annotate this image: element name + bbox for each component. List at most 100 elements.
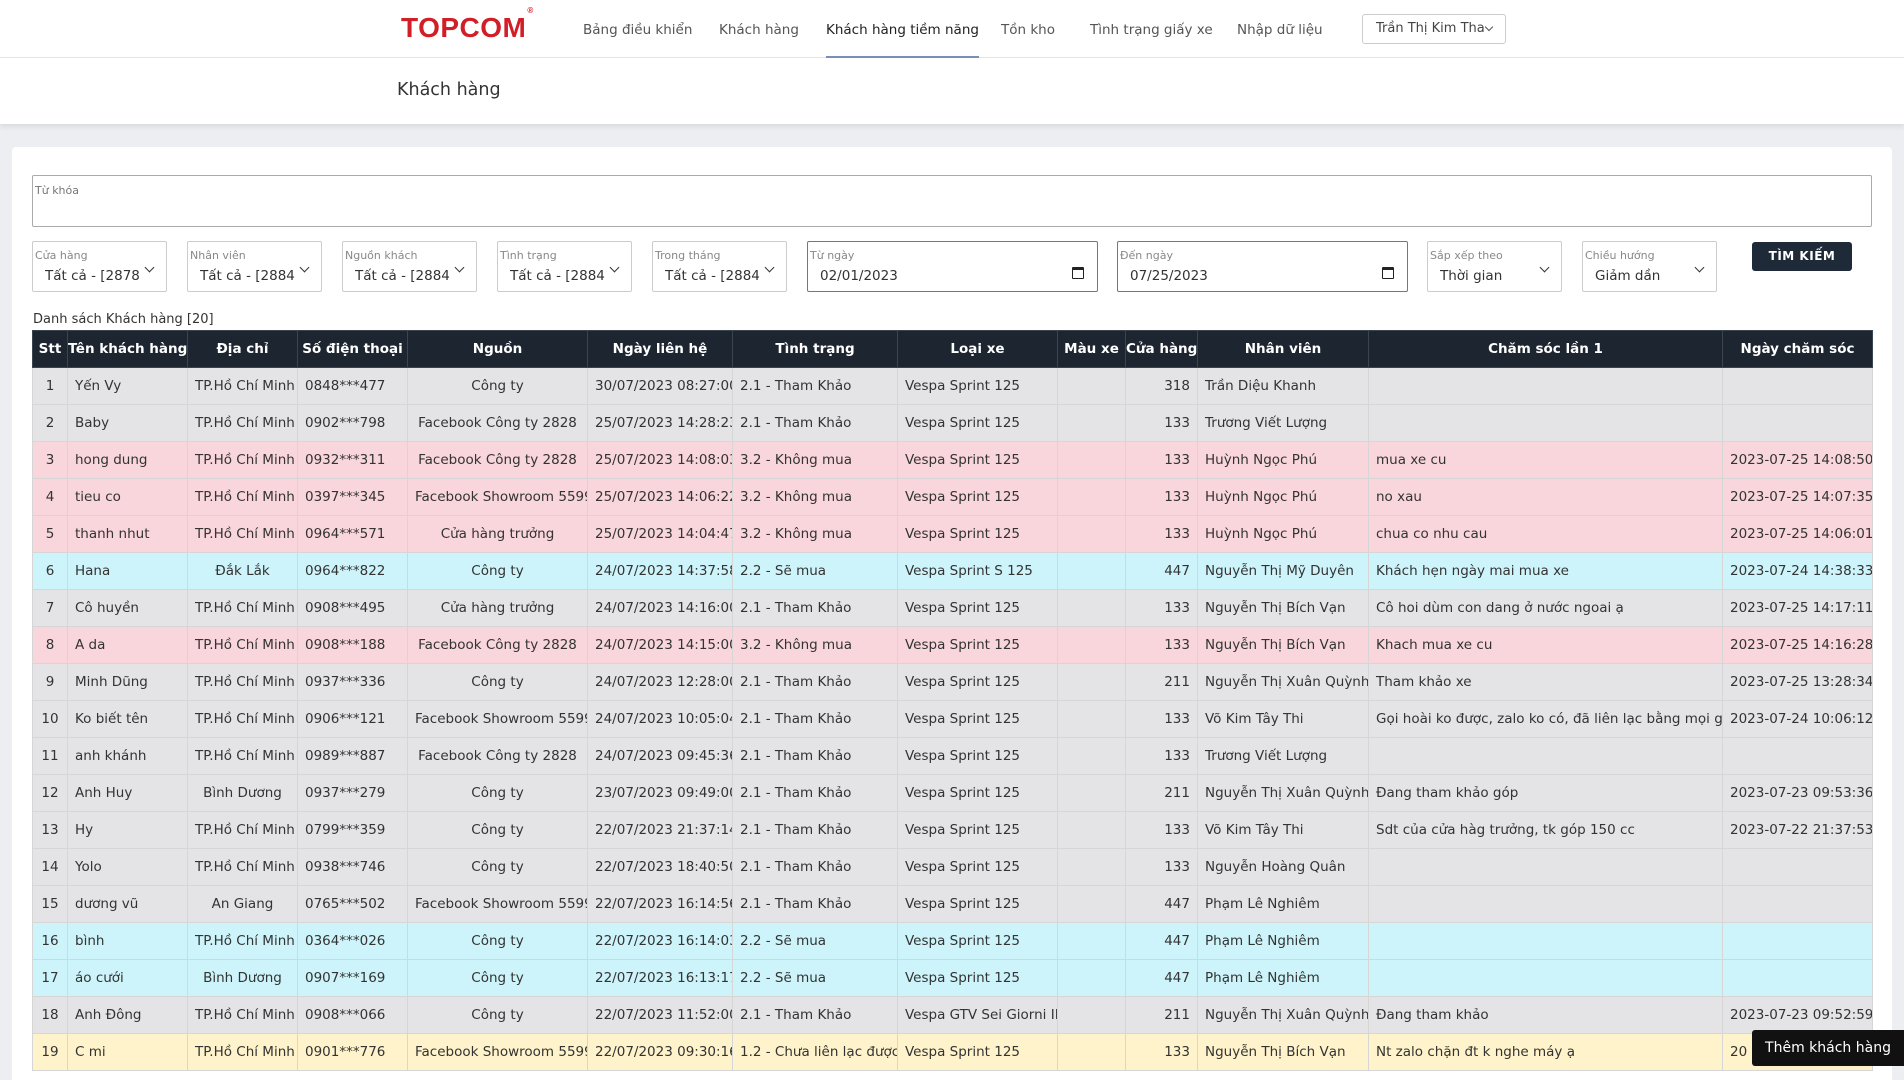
user-name: Trần Thị Kim Tha xyxy=(1376,21,1485,36)
cell-source: Facebook Showroom 5599 xyxy=(407,478,588,516)
list-title: Danh sách Khách hàng [20] xyxy=(33,312,214,327)
table-row[interactable]: 14 Yolo TP.Hồ Chí Minh 0938***746 Công ty 22/… xyxy=(32,848,1873,886)
cell-name: C mi xyxy=(67,1033,188,1071)
cell-care-date: 2023-07-24 14:38:33 xyxy=(1722,552,1873,590)
cell-address: TP.Hồ Chí Minh xyxy=(187,589,298,627)
table-row[interactable]: 9 Minh Dũng TP.Hồ Chí Minh 0937***336 Công t… xyxy=(32,663,1873,701)
customer-table-wrapper: Stt Tên khách hàng Địa chỉ Số điện thoại Ngu… xyxy=(32,330,1873,1071)
table-row[interactable]: 7 Cô huyền TP.Hồ Chí Minh 0908***495 Cửa hàn… xyxy=(32,589,1873,627)
column-header[interactable]: Tình trạng xyxy=(732,330,898,368)
table-row[interactable]: 4 tieu co TP.Hồ Chí Minh 0397***345 Facebook… xyxy=(32,478,1873,516)
column-header[interactable]: Chăm sóc lần 1 xyxy=(1368,330,1723,368)
search-button[interactable]: TÌM KIẾM xyxy=(1752,242,1852,271)
cell-care1 xyxy=(1368,885,1723,923)
column-header[interactable]: Tên khách hàng xyxy=(67,330,188,368)
cell-contact-date: 25/07/2023 14:28:23 xyxy=(587,404,733,442)
nav-import-data[interactable]: Nhập dữ liệu xyxy=(1237,22,1323,38)
column-header[interactable]: Ngày liên hệ xyxy=(587,330,733,368)
cell-care-date: 2023-07-25 14:17:11 xyxy=(1722,589,1873,627)
nav-potential-customers[interactable]: Khách hàng tiềm năng xyxy=(826,0,979,58)
table-row[interactable]: 11 anh khánh TP.Hồ Chí Minh 0989***887 Faceb… xyxy=(32,737,1873,775)
calendar-icon[interactable] xyxy=(1382,267,1394,279)
source-filter-select[interactable]: Nguồn khách Tất cả - [2884 xyxy=(342,241,477,292)
column-header[interactable]: Nhân viên xyxy=(1197,330,1369,368)
store-filter-select[interactable]: Cửa hàng Tất cả - [2878 xyxy=(32,241,167,292)
column-header[interactable]: Stt xyxy=(32,330,68,368)
nav-inventory[interactable]: Tồn kho xyxy=(1001,22,1055,38)
cell-care1: Đang tham khảo góp xyxy=(1368,774,1723,812)
nav-dashboard[interactable]: Bảng điều khiển xyxy=(583,22,693,38)
cell-name: hong dung xyxy=(67,441,188,479)
column-header[interactable]: Ngày chăm sóc xyxy=(1722,330,1873,368)
cell-address: TP.Hồ Chí Minh xyxy=(187,737,298,775)
cell-phone: 0964***822 xyxy=(297,552,408,590)
column-header[interactable]: Loại xe xyxy=(897,330,1058,368)
sort-by-select[interactable]: Sắp xếp theo Thời gian xyxy=(1427,241,1562,292)
cell-name: A da xyxy=(67,626,188,664)
table-row[interactable]: 16 bình TP.Hồ Chí Minh 0364***026 Công ty 22/… xyxy=(32,922,1873,960)
column-header[interactable]: Địa chỉ xyxy=(187,330,298,368)
cell-staff: Nguyễn Hoàng Quân xyxy=(1197,848,1369,886)
cell-color xyxy=(1057,367,1126,405)
add-customer-button[interactable]: Thêm khách hàng xyxy=(1752,1030,1904,1066)
staff-filter-select[interactable]: Nhân viên Tất cả - [2884 xyxy=(187,241,322,292)
column-header[interactable]: Số điện thoại xyxy=(297,330,408,368)
cell-color xyxy=(1057,478,1126,516)
column-header[interactable]: Cửa hàng xyxy=(1125,330,1198,368)
topcom-logo[interactable]: TOPCOM® xyxy=(401,5,534,43)
cell-source: Công ty xyxy=(407,552,588,590)
cell-care-date xyxy=(1722,922,1873,960)
cell-staff: Nguyễn Thị Mỹ Duyên xyxy=(1197,552,1369,590)
cell-staff: Huỳnh Ngọc Phú xyxy=(1197,478,1369,516)
table-row[interactable]: 13 Hy TP.Hồ Chí Minh 0799***359 Công ty 22/07… xyxy=(32,811,1873,849)
cell-contact-date: 22/07/2023 11:52:00 xyxy=(587,996,733,1034)
cell-stt: 19 xyxy=(32,1033,68,1071)
keyword-search-input[interactable]: Từ khóa xyxy=(32,175,1872,227)
cell-name: Hana xyxy=(67,552,188,590)
cell-phone: 0799***359 xyxy=(297,811,408,849)
cell-color xyxy=(1057,737,1126,775)
table-row[interactable]: 15 dương vũ An Giang 0765***502 Facebook Sho… xyxy=(32,885,1873,923)
cell-vehicle: Vespa Sprint 125 xyxy=(897,774,1058,812)
status-filter-select[interactable]: Tình trạng Tất cả - [2884 xyxy=(497,241,632,292)
cell-source: Facebook Showroom 5599 xyxy=(407,1033,588,1071)
cell-address: Bình Dương xyxy=(187,774,298,812)
from-date-input[interactable]: Từ ngày 02/01/2023 xyxy=(807,241,1098,292)
table-row[interactable]: 18 Anh Đông TP.Hồ Chí Minh 0908***066 Công t… xyxy=(32,996,1873,1034)
cell-color xyxy=(1057,996,1126,1034)
table-row[interactable]: 17 áo cưới Bình Dương 0907***169 Công ty 22/0… xyxy=(32,959,1873,997)
cell-contact-date: 24/07/2023 14:15:00 xyxy=(587,626,733,664)
table-row[interactable]: 19 C mi TP.Hồ Chí Minh 0901***776 Facebook S… xyxy=(32,1033,1873,1071)
cell-store: 133 xyxy=(1125,848,1198,886)
cell-contact-date: 24/07/2023 12:28:00 xyxy=(587,663,733,701)
nav-vehicle-papers[interactable]: Tình trạng giấy xe xyxy=(1090,22,1213,38)
user-menu-dropdown[interactable]: Trần Thị Kim Tha xyxy=(1362,14,1506,44)
cell-color xyxy=(1057,589,1126,627)
cell-staff: Nguyễn Thị Xuân Quỳnh xyxy=(1197,774,1369,812)
cell-source: Facebook Showroom 5599 xyxy=(407,885,588,923)
table-row[interactable]: 12 Anh Huy Bình Dương 0937***279 Công ty 23/0… xyxy=(32,774,1873,812)
month-filter-select[interactable]: Trong tháng Tất cả - [2884 xyxy=(652,241,787,292)
keyword-label: Từ khóa xyxy=(35,184,79,197)
cell-vehicle: Vespa Sprint 125 xyxy=(897,367,1058,405)
cell-store: 133 xyxy=(1125,811,1198,849)
cell-contact-date: 24/07/2023 09:45:36 xyxy=(587,737,733,775)
column-header[interactable]: Màu xe xyxy=(1057,330,1126,368)
cell-stt: 15 xyxy=(32,885,68,923)
table-row[interactable]: 6 Hana Đắk Lắk 0964***822 Công ty 24/07/2023 … xyxy=(32,552,1873,590)
cell-phone: 0765***502 xyxy=(297,885,408,923)
table-row[interactable]: 3 hong dung TP.Hồ Chí Minh 0932***311 Facebo… xyxy=(32,441,1873,479)
table-row[interactable]: 1 Yến Vy TP.Hồ Chí Minh 0848***477 Công ty 30… xyxy=(32,367,1873,405)
table-row[interactable]: 10 Ko biết tên TP.Hồ Chí Minh 0906***121 Fac… xyxy=(32,700,1873,738)
table-row[interactable]: 2 Baby TP.Hồ Chí Minh 0902***798 Facebook Cô… xyxy=(32,404,1873,442)
to-date-input[interactable]: Đến ngày 07/25/2023 xyxy=(1117,241,1408,292)
sort-direction-select[interactable]: Chiều hướng Giảm dần xyxy=(1582,241,1717,292)
nav-customers[interactable]: Khách hàng xyxy=(719,22,799,38)
table-row[interactable]: 5 thanh nhut TP.Hồ Chí Minh 0964***571 Cửa h… xyxy=(32,515,1873,553)
cell-vehicle: Vespa Sprint 125 xyxy=(897,626,1058,664)
cell-care1: Sdt của cửa hàg trưởng, tk góp 150 cc xyxy=(1368,811,1723,849)
cell-store: 133 xyxy=(1125,404,1198,442)
column-header[interactable]: Nguồn xyxy=(407,330,588,368)
calendar-icon[interactable] xyxy=(1072,267,1084,279)
